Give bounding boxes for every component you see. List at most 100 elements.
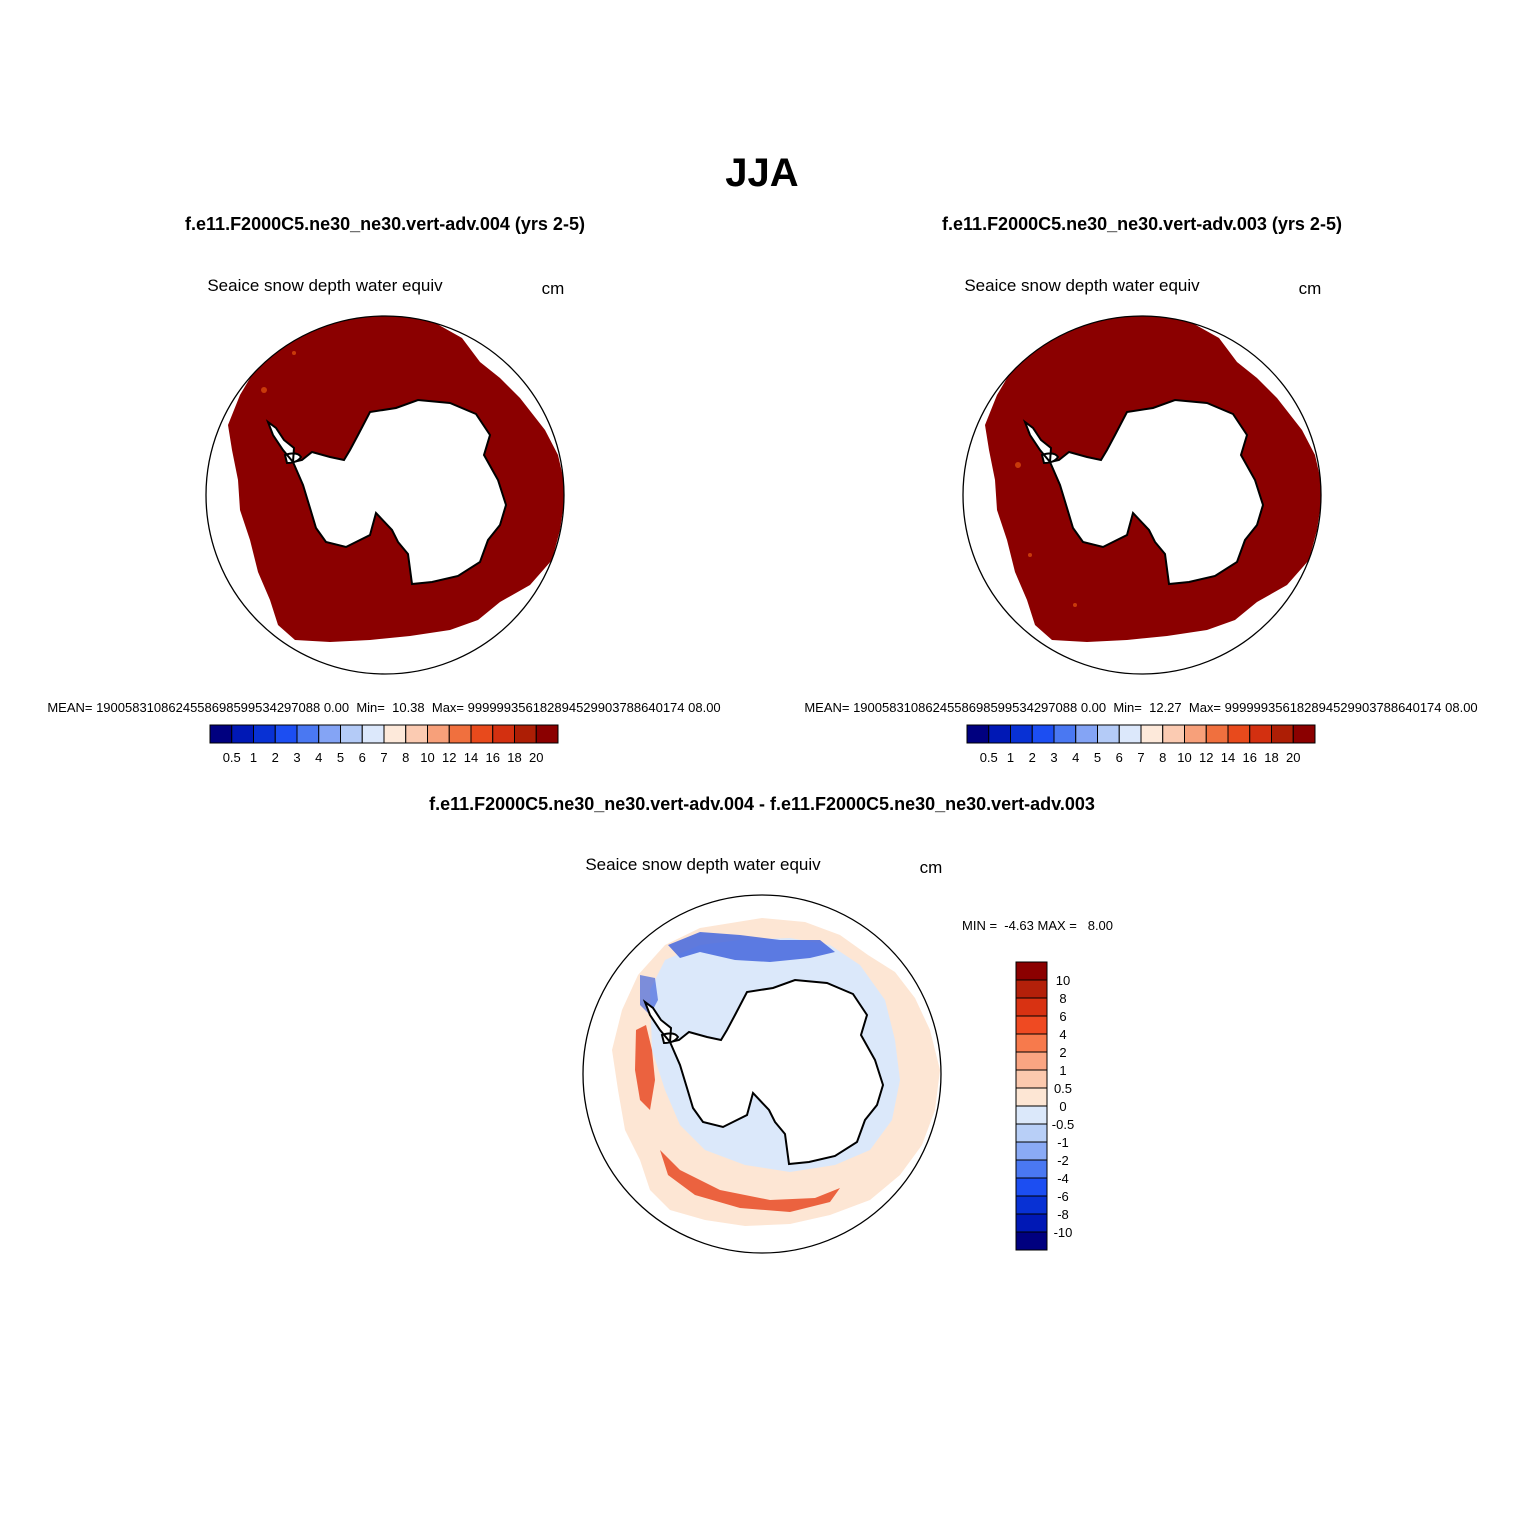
colorbar-tick-label: 5	[337, 750, 344, 765]
colorbar-box	[1010, 724, 1033, 744]
colorbar-tick-label: 5	[1094, 750, 1101, 765]
colorbar-box	[1031, 724, 1055, 744]
colorbar-box	[209, 724, 233, 744]
colorbar-box	[1015, 1177, 1048, 1197]
colorbar-box	[1075, 724, 1098, 744]
colorbar-tick-label: 3	[293, 750, 300, 765]
colorbar-tick-label: -4	[1057, 1171, 1069, 1186]
colorbar-box	[1015, 1195, 1048, 1215]
colorbar-box	[1162, 724, 1185, 744]
panel-004-colorbar: 0.5 1 2 3 4 5 6 7 8 10 12 14 16 18 20	[209, 724, 559, 765]
panel-004-spot	[261, 387, 267, 393]
colorbar-box	[1015, 1213, 1048, 1233]
panel-003-variable-label: Seaice snow depth water equiv	[964, 276, 1200, 295]
colorbar-box	[966, 724, 990, 744]
colorbar-tick-label: -6	[1057, 1189, 1069, 1204]
colorbar-tick-label: 12	[442, 750, 456, 765]
colorbar-box	[1097, 724, 1120, 744]
colorbar-tick-label: 16	[486, 750, 500, 765]
colorbar-tick-label: 7	[1137, 750, 1144, 765]
diff-positive-west	[635, 1025, 655, 1110]
panel-004-unit-label: cm	[542, 279, 565, 298]
colorbar-box	[1205, 724, 1229, 744]
colorbar-box	[1015, 1231, 1048, 1251]
panel-model-004: f.e11.F2000C5.ne30_ne30.vert-adv.004 (yr…	[47, 214, 720, 765]
colorbar-box	[427, 724, 450, 744]
colorbar-box	[253, 724, 276, 744]
diff-map-border	[582, 894, 942, 1254]
colorbar-tick-label: 0.5	[1054, 1081, 1072, 1096]
colorbar-box	[1118, 724, 1142, 744]
colorbar-box	[514, 724, 537, 744]
colorbar-tick-label: 10	[1056, 973, 1070, 988]
colorbar-box	[1249, 724, 1272, 744]
diff-stats: MIN = -4.63 MAX = 8.00	[962, 918, 1113, 933]
colorbar-tick-label: 7	[380, 750, 387, 765]
colorbar-box	[492, 724, 515, 744]
colorbar-tick-label: 10	[1177, 750, 1191, 765]
colorbar-tick-label: -0.5	[1052, 1117, 1074, 1132]
colorbar-box	[1015, 1087, 1048, 1107]
colorbar-box	[1271, 724, 1294, 744]
colorbar-tick-label: 20	[1286, 750, 1300, 765]
colorbar-tick-label: 2	[272, 750, 279, 765]
colorbar-box	[1015, 961, 1048, 981]
colorbar-tick-label: 1	[1007, 750, 1014, 765]
colorbar-tick-label: -10	[1054, 1225, 1073, 1240]
colorbar-box	[340, 724, 363, 744]
colorbar-tick-label: 6	[1059, 1009, 1066, 1024]
colorbar-tick-label: -2	[1057, 1153, 1069, 1168]
panel-003-spot	[1073, 603, 1077, 607]
colorbar-box	[231, 724, 254, 744]
colorbar-box	[1015, 979, 1048, 999]
colorbar-tick-label: 14	[464, 750, 478, 765]
colorbar-tick-label: -8	[1057, 1207, 1069, 1222]
panel-003-spot	[1015, 462, 1021, 468]
diff-variable-label: Seaice snow depth water equiv	[585, 855, 821, 874]
colorbar-box	[274, 724, 298, 744]
colorbar-box	[383, 724, 407, 744]
colorbar-tick-label: 20	[529, 750, 543, 765]
colorbar-tick-label: 4	[1072, 750, 1079, 765]
panel-003-colorbar: 0.5 1 2 3 4 5 6 7 8 10 12 14 16 18 20	[966, 724, 1316, 765]
colorbar-box	[361, 724, 385, 744]
colorbar-tick-label: 6	[1116, 750, 1123, 765]
colorbar-tick-label: 1	[250, 750, 257, 765]
colorbar-tick-label: 14	[1221, 750, 1235, 765]
panel-003-map	[963, 316, 1321, 674]
colorbar-box	[1015, 1015, 1048, 1035]
colorbar-tick-label: 6	[359, 750, 366, 765]
colorbar-tick-label: 1	[1059, 1063, 1066, 1078]
colorbar-box	[1140, 724, 1164, 744]
colorbar-tick-label: 10	[420, 750, 434, 765]
colorbar-box	[405, 724, 428, 744]
colorbar-box	[1227, 724, 1251, 744]
colorbar-tick-label: 0	[1059, 1099, 1066, 1114]
colorbar-tick-label: 2	[1059, 1045, 1066, 1060]
panel-004-map-border	[205, 315, 565, 675]
colorbar-box	[1292, 724, 1316, 744]
colorbar-tick-label: 16	[1243, 750, 1257, 765]
panel-004-variable-label: Seaice snow depth water equiv	[207, 276, 443, 295]
diff-unit-label: cm	[920, 858, 943, 877]
panel-003-title: f.e11.F2000C5.ne30_ne30.vert-adv.003 (yr…	[942, 214, 1342, 234]
panel-004-map	[206, 316, 564, 674]
colorbar-tick-label: -1	[1057, 1135, 1069, 1150]
colorbar-box	[1015, 1069, 1048, 1089]
colorbar-box	[470, 724, 494, 744]
colorbar-box	[1015, 1105, 1048, 1125]
diff-colorbar: 10 8 6 4 2 1 0.5 0 -0.5 -1 -2 -4 -6 -8 -10	[1015, 961, 1074, 1251]
colorbar-box	[988, 724, 1011, 744]
diff-negative-strong	[668, 932, 835, 962]
diff-positive-south	[660, 1150, 840, 1212]
colorbar-box	[318, 724, 341, 744]
colorbar-box	[535, 724, 559, 744]
colorbar-tick-label: 8	[402, 750, 409, 765]
colorbar-box	[448, 724, 472, 744]
colorbar-box	[1015, 997, 1048, 1017]
panel-003-spot	[1028, 553, 1032, 557]
colorbar-tick-label: 12	[1199, 750, 1213, 765]
colorbar-box	[1015, 1141, 1048, 1161]
colorbar-tick-label: 18	[507, 750, 521, 765]
